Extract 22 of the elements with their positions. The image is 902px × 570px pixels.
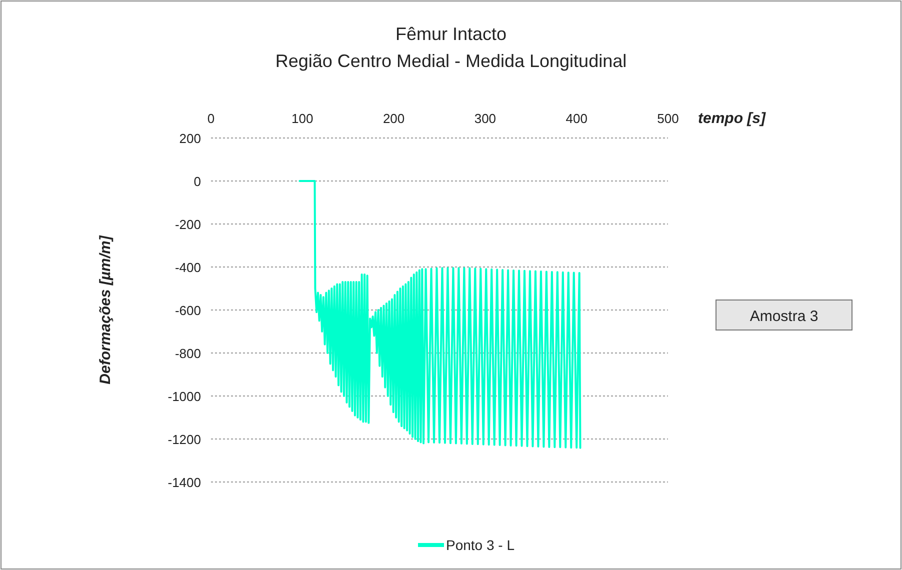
y-tick-label: -200	[174, 217, 201, 232]
y-tick-label: -400	[174, 260, 201, 275]
x-tick-label: 500	[657, 111, 679, 126]
x-axis-title: tempo [s]	[698, 110, 767, 127]
legend-label: Ponto 3 - L	[446, 537, 515, 553]
chart-title: Fêmur Intacto	[395, 24, 507, 44]
line-series	[298, 180, 582, 449]
y-tick-label: -600	[174, 303, 201, 318]
y-axis-title: Deformações [µm/m]	[97, 234, 114, 384]
x-tick-label: 200	[382, 111, 405, 126]
x-tick-label: 100	[292, 111, 314, 126]
x-tick-label: 400	[566, 111, 588, 126]
y-tick-label: -1000	[168, 389, 201, 404]
chart-subtitle: Região Centro Medial - Medida Longitudinal	[275, 51, 627, 71]
x-tick-label: 300	[474, 111, 496, 126]
y-tick-label: -1200	[168, 432, 201, 447]
y-tick-label: 0	[194, 174, 201, 189]
x-tick-label: 0	[207, 111, 215, 126]
y-tick-label: -1400	[168, 475, 201, 490]
y-tick-label: 200	[179, 131, 201, 146]
y-tick-label: -800	[174, 346, 201, 361]
text: Amostra 3	[750, 308, 818, 325]
